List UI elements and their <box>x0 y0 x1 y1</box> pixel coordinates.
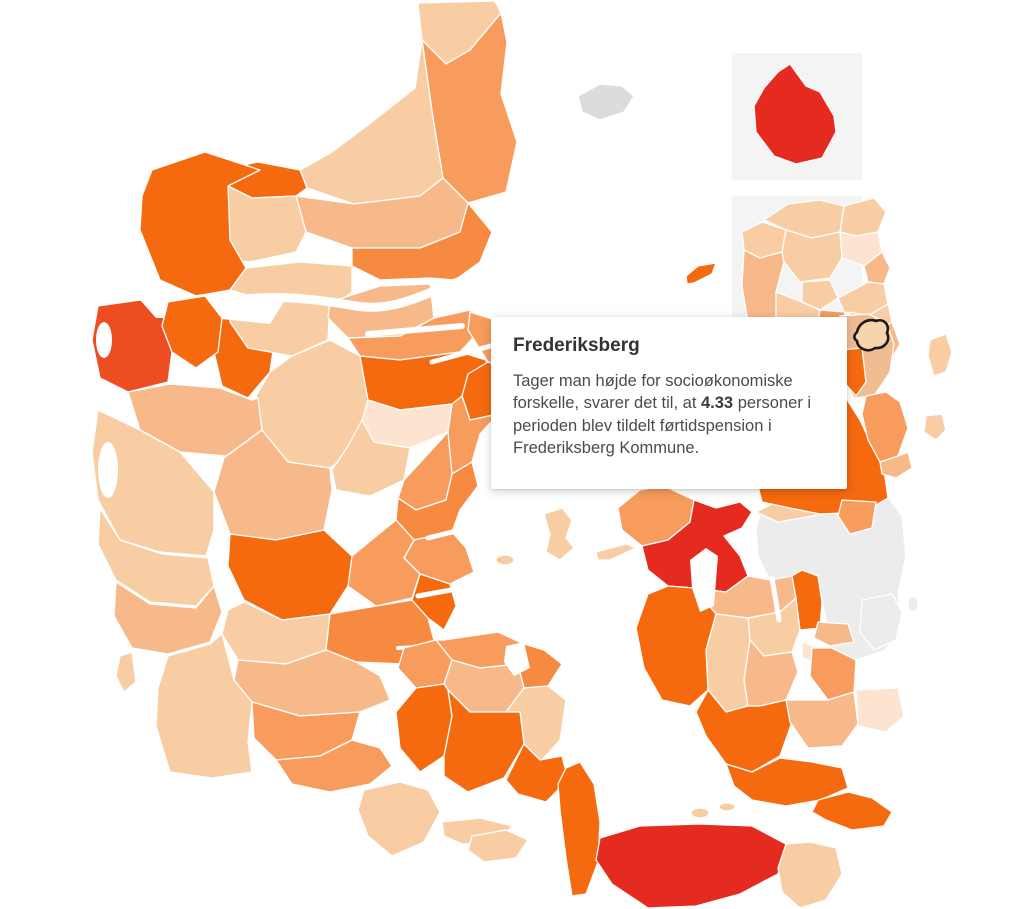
municipality-shape[interactable] <box>695 689 793 773</box>
municipality-shape[interactable] <box>855 687 905 733</box>
limfjord-water <box>95 277 501 650</box>
municipality-shape[interactable] <box>91 409 215 557</box>
municipality-shape[interactable] <box>791 569 823 631</box>
municipality-shape[interactable] <box>357 781 441 857</box>
municipality-shape[interactable] <box>543 507 575 561</box>
region-jutland <box>91 0 547 857</box>
municipality-shape[interactable] <box>785 691 859 749</box>
municipality-shape[interactable] <box>495 554 515 566</box>
municipality-shape[interactable] <box>595 543 637 561</box>
bornholm-island[interactable] <box>753 63 837 165</box>
municipality-shape[interactable] <box>557 761 601 897</box>
odense-fjord-water <box>504 642 530 676</box>
municipality-shape[interactable] <box>227 529 353 621</box>
municipality-shape[interactable] <box>595 823 787 909</box>
municipality-shape[interactable] <box>161 295 223 369</box>
municipality-shape[interactable] <box>863 251 891 285</box>
tooltip-value: 4.33 <box>701 394 734 413</box>
isefjord-water <box>690 548 718 612</box>
municipality-shape[interactable] <box>777 841 843 909</box>
municipality-shape[interactable] <box>155 633 253 779</box>
frederiksberg-highlight-outline[interactable] <box>853 318 890 352</box>
municipality-shape[interactable] <box>879 451 913 479</box>
municipality-shape[interactable] <box>813 621 855 647</box>
municipality-shape[interactable] <box>505 743 569 803</box>
map-tooltip: Frederiksberg Tager man højde for socioø… <box>491 317 847 489</box>
municipality-shape[interactable] <box>351 202 493 281</box>
municipality-shape[interactable] <box>837 499 877 535</box>
tooltip-title: Frederiksberg <box>513 335 640 356</box>
laeso-island[interactable] <box>577 83 635 121</box>
municipality-shape[interactable] <box>113 581 223 655</box>
region-funen <box>395 631 601 897</box>
municipality-shape-nodata[interactable] <box>907 595 919 613</box>
municipality-shape[interactable] <box>467 829 529 863</box>
municipality-shape[interactable] <box>718 802 736 812</box>
municipality-shape[interactable] <box>115 651 137 693</box>
region-zealand <box>617 483 919 831</box>
roskilde-fjord-water <box>769 575 782 623</box>
municipality-shape-nodata[interactable] <box>859 593 903 651</box>
municipality-shape[interactable] <box>299 39 444 205</box>
anholt-island[interactable] <box>685 262 717 285</box>
municipality-shape[interactable] <box>927 333 953 377</box>
region-lolland-falster <box>595 802 843 909</box>
municipality-shape[interactable] <box>411 573 457 631</box>
municipality-shape[interactable] <box>801 279 839 311</box>
tooltip-body: Tager man højde for socioøkonomiske fors… <box>513 371 812 458</box>
municipality-shape[interactable] <box>443 689 525 793</box>
municipality-shape[interactable] <box>275 739 393 793</box>
municipality-shape[interactable] <box>725 757 849 807</box>
municipality-shape[interactable] <box>690 807 710 819</box>
municipality-shape[interactable] <box>811 791 893 831</box>
municipality-shape[interactable] <box>923 413 947 441</box>
